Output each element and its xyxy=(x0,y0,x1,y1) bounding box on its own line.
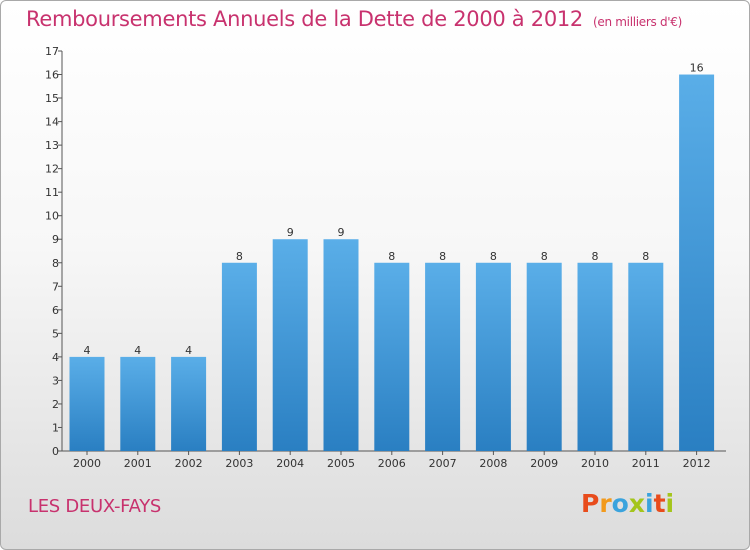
commune-name: LES DEUX-FAYS xyxy=(28,496,162,517)
logo-letter: r xyxy=(599,489,612,518)
data-label-2006: 8 xyxy=(388,250,395,263)
x-tick-label-2006: 2006 xyxy=(378,457,406,470)
data-label-2005: 9 xyxy=(338,226,345,239)
logo-letter: t xyxy=(653,489,666,518)
y-tick-label: 12 xyxy=(45,163,59,176)
bar-2005 xyxy=(323,239,359,451)
bar-2003 xyxy=(221,262,257,451)
logo-letter: x xyxy=(628,489,645,518)
chart-title: Remboursements Annuels de la Dette de 20… xyxy=(26,7,682,31)
y-tick-label: 1 xyxy=(52,421,59,434)
logo-letter: o xyxy=(611,489,629,518)
y-tick-label: 7 xyxy=(52,280,59,293)
proxiti-logo: Proxiti xyxy=(581,489,674,518)
logo-letter: i xyxy=(665,489,675,518)
data-label-2012: 16 xyxy=(690,62,704,75)
data-label-2008: 8 xyxy=(490,250,497,263)
logo-letter: P xyxy=(581,489,600,518)
y-tick-label: 13 xyxy=(45,139,59,152)
y-tick-label: 9 xyxy=(52,233,59,246)
y-tick-label: 8 xyxy=(52,257,59,270)
y-tick-label: 6 xyxy=(52,304,59,317)
x-tick-label-2008: 2008 xyxy=(479,457,507,470)
bar-2011 xyxy=(628,262,664,451)
data-label-2002: 4 xyxy=(185,344,192,357)
logo-letter: i xyxy=(645,489,654,518)
data-label-2000: 4 xyxy=(84,344,91,357)
x-tick-label-2000: 2000 xyxy=(73,457,101,470)
x-tick-label-2012: 2012 xyxy=(683,457,711,470)
x-tick-label-2003: 2003 xyxy=(225,457,253,470)
y-tick-label: 10 xyxy=(45,210,59,223)
x-tick-label-2011: 2011 xyxy=(632,457,660,470)
x-tick-label-2005: 2005 xyxy=(327,457,355,470)
y-tick-label: 4 xyxy=(52,351,59,364)
bar-2001 xyxy=(120,356,156,451)
data-label-2010: 8 xyxy=(592,250,599,263)
x-tick-label-2010: 2010 xyxy=(581,457,609,470)
x-tick-label-2007: 2007 xyxy=(429,457,457,470)
data-label-2001: 4 xyxy=(134,344,141,357)
x-tick-label-2009: 2009 xyxy=(530,457,558,470)
data-label-2009: 8 xyxy=(541,250,548,263)
bar-2009 xyxy=(526,262,562,451)
y-tick-label: 16 xyxy=(45,69,59,82)
x-tick-label-2004: 2004 xyxy=(276,457,304,470)
y-tick-label: 0 xyxy=(52,445,59,458)
bar-2000 xyxy=(69,356,105,451)
y-tick-label: 11 xyxy=(45,186,59,199)
bar-2010 xyxy=(577,262,613,451)
y-tick-label: 15 xyxy=(45,92,59,105)
y-tick-label: 3 xyxy=(52,374,59,387)
title-text: Remboursements Annuels de la Dette de 20… xyxy=(26,7,583,31)
data-label-2003: 8 xyxy=(236,250,243,263)
data-label-2007: 8 xyxy=(439,250,446,263)
bar-2006 xyxy=(374,262,410,451)
bar-2012 xyxy=(679,74,715,451)
x-tick-label-2002: 2002 xyxy=(175,457,203,470)
y-tick-label: 2 xyxy=(52,398,59,411)
bar-2007 xyxy=(425,262,461,451)
x-tick-label-2001: 2001 xyxy=(124,457,152,470)
y-tick-label: 14 xyxy=(45,116,59,129)
bar-2004 xyxy=(272,239,308,451)
bar-2002 xyxy=(171,356,207,451)
chart-subtitle: (en milliers d'€) xyxy=(593,15,683,29)
bar-2008 xyxy=(475,262,511,451)
y-tick-label: 5 xyxy=(52,327,59,340)
y-tick-label: 17 xyxy=(45,45,59,58)
data-label-2004: 9 xyxy=(287,226,294,239)
data-label-2011: 8 xyxy=(642,250,649,263)
